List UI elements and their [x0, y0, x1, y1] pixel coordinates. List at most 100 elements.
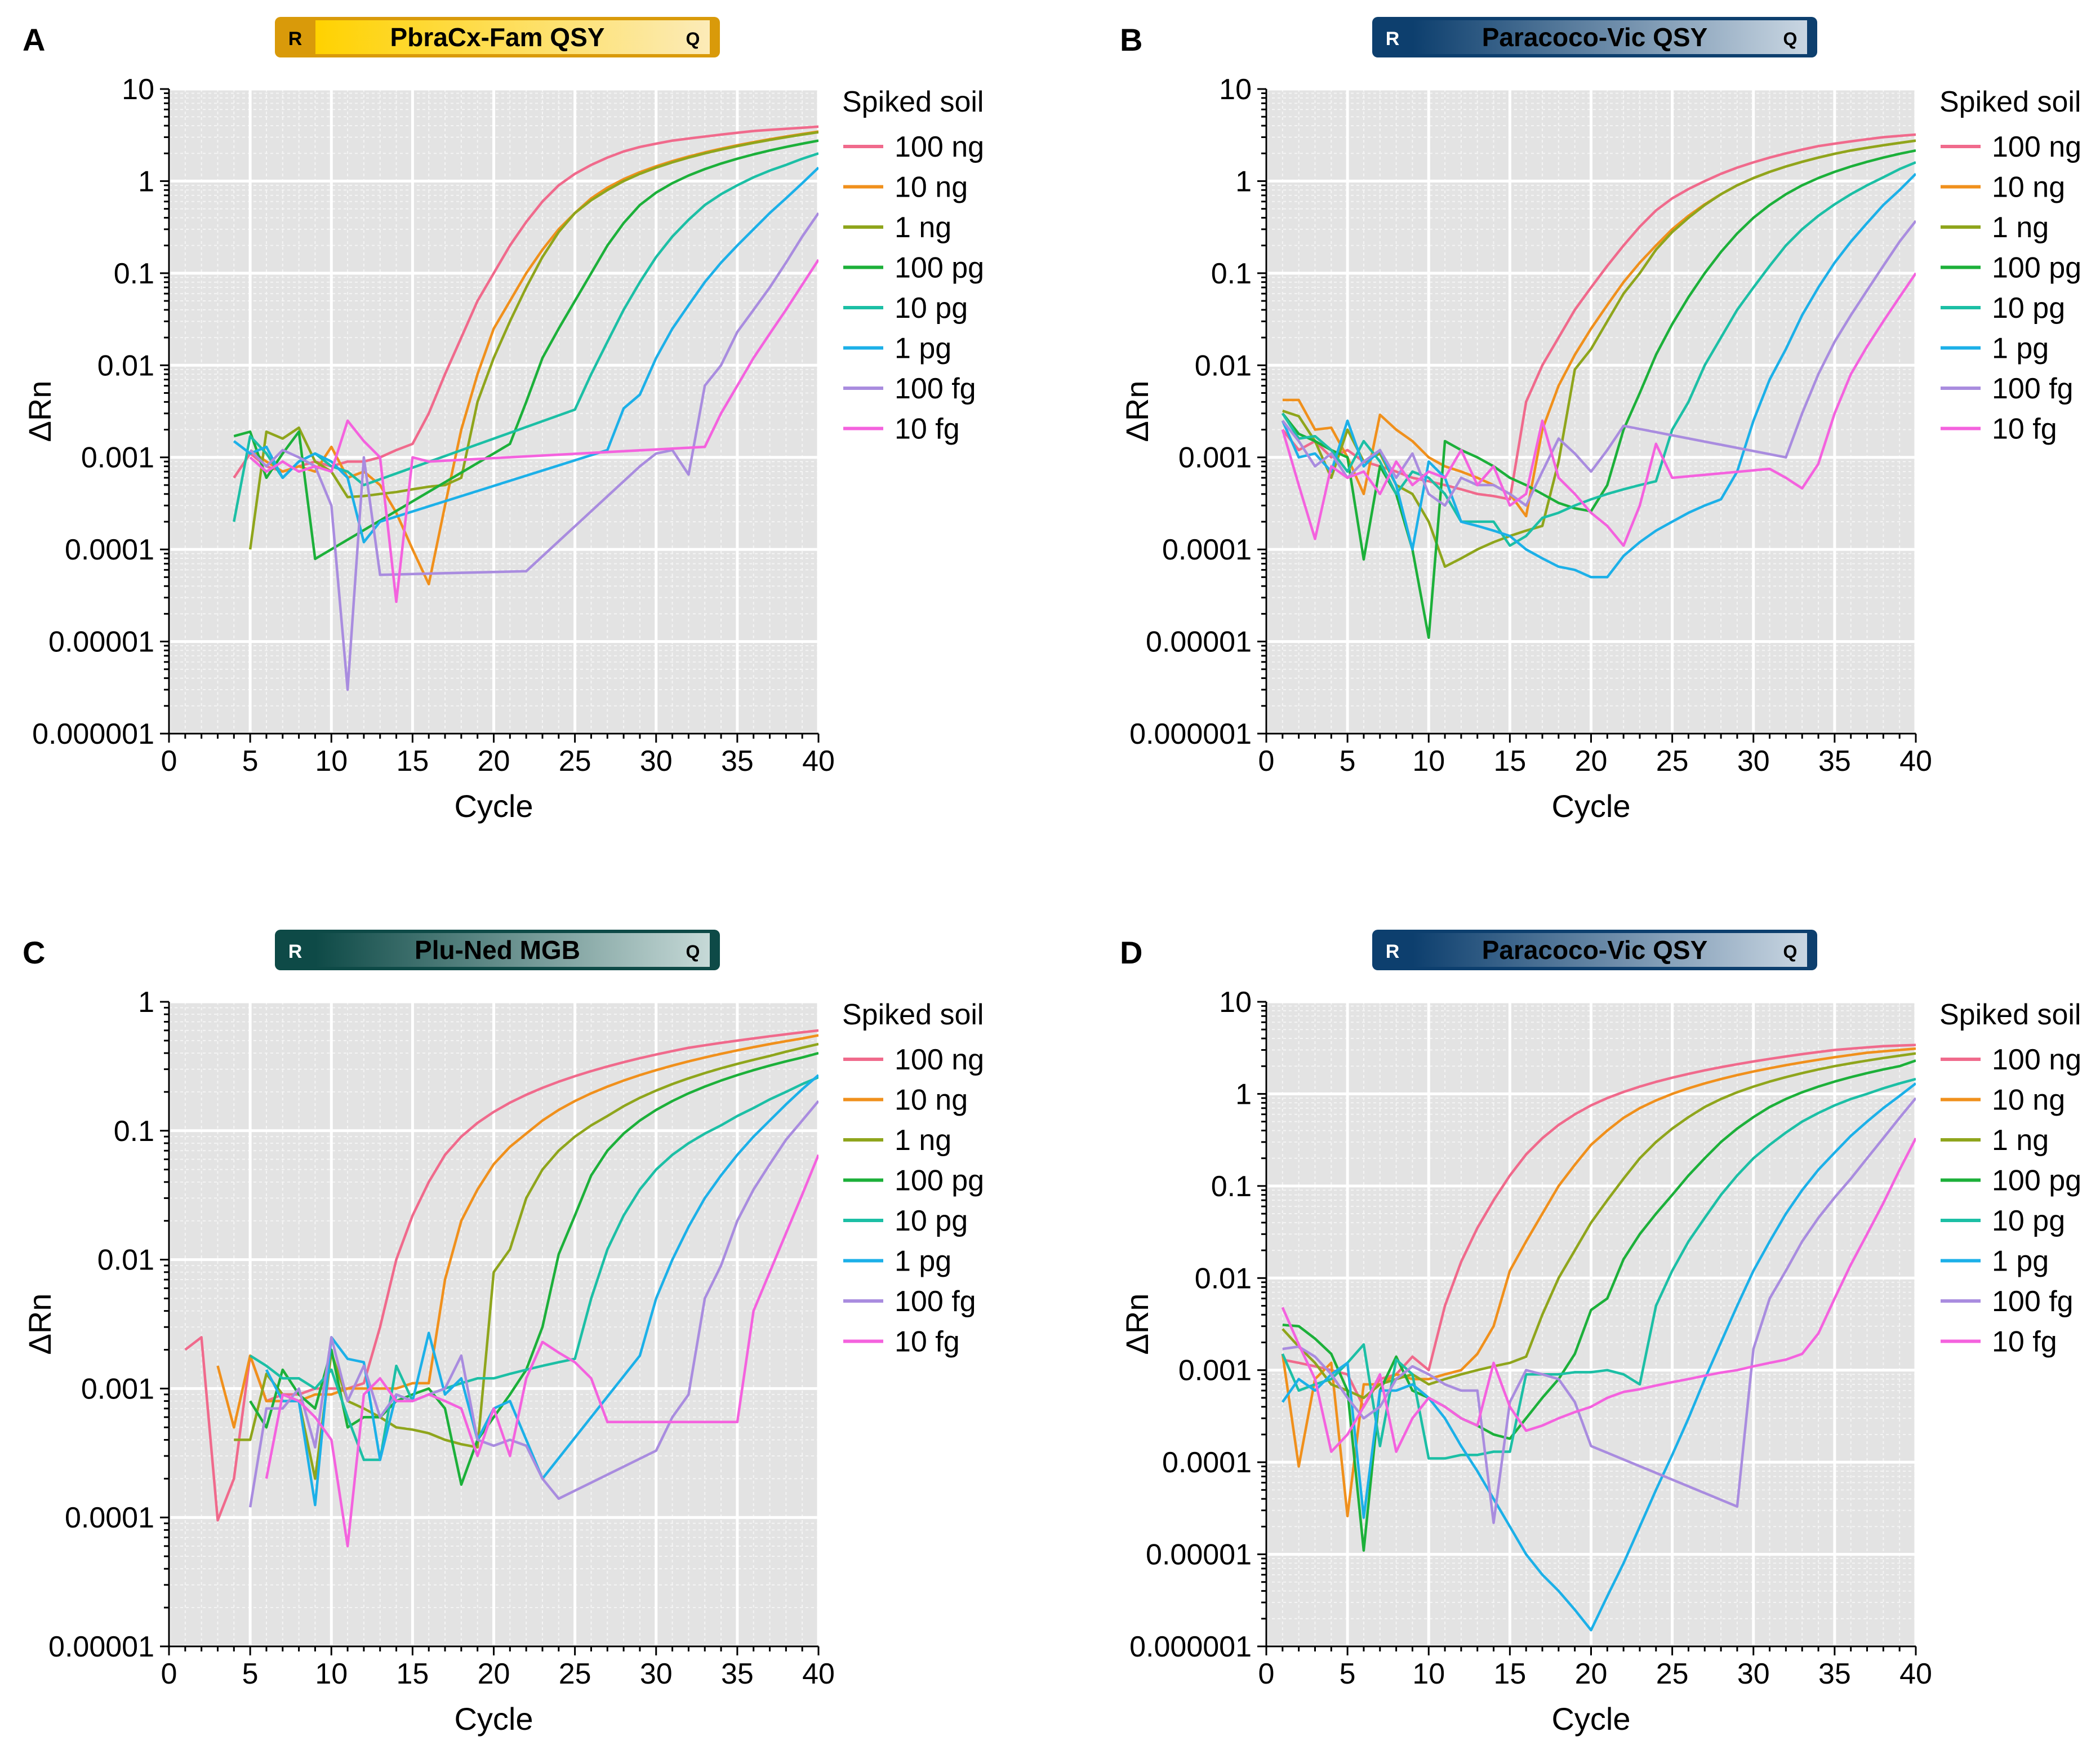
- x-tick-label: 5: [1340, 745, 1356, 778]
- panel-letter: A: [23, 22, 45, 57]
- x-tick-label: 30: [1737, 1658, 1770, 1690]
- legend-label: 10 ng: [895, 1084, 968, 1117]
- legend-label: 1 ng: [895, 211, 951, 244]
- x-tick-label: 25: [559, 745, 591, 778]
- series-line-10-fg: [1281, 272, 1916, 547]
- x-tick-label: 35: [721, 1658, 754, 1690]
- series-line-10-fg: [265, 1154, 818, 1548]
- y-tick-label: 10: [1219, 986, 1252, 1019]
- legend-title: Spiked soil: [1939, 86, 2081, 118]
- x-tick-label: 0: [1258, 745, 1275, 778]
- x-tick-label: 40: [1899, 745, 1932, 778]
- x-tick-label: 20: [1575, 745, 1608, 778]
- legend-label: 100 pg: [1992, 1165, 2081, 1197]
- x-axis-label: Cycle: [1551, 788, 1630, 824]
- y-tick-label: 1: [1235, 1078, 1252, 1111]
- x-tick-label: 15: [396, 745, 429, 778]
- legend-label: 1 ng: [895, 1124, 951, 1157]
- y-tick-label: 0.00001: [1146, 626, 1252, 659]
- series-group: [184, 1029, 818, 1548]
- x-axis-label: Cycle: [1551, 1701, 1630, 1737]
- probe-name: Paracoco-Vic QSY: [1482, 935, 1708, 965]
- probe-quencher: Q: [686, 942, 700, 962]
- x-tick-label: 5: [1340, 1658, 1356, 1690]
- probe-badge-body: [315, 933, 710, 967]
- series-line-10-pg: [1281, 1077, 1916, 1460]
- probe-quencher: Q: [686, 29, 700, 49]
- legend-label: 100 fg: [895, 1285, 976, 1318]
- x-tick-label: 10: [1412, 1658, 1445, 1690]
- x-tick-label: 35: [1818, 745, 1851, 778]
- x-tick-label: 10: [315, 745, 348, 778]
- legend-label: 10 pg: [895, 1205, 968, 1237]
- x-tick-label: 10: [315, 1658, 348, 1690]
- legend-label: 10 ng: [895, 171, 968, 204]
- series-line-100-fg: [1282, 1097, 1916, 1524]
- panel-c: C R Plu-Ned MGB Q 0 5 10 15 20 25 30 35 40 0.00001 0.0…: [22, 930, 984, 1737]
- legend-label: 1 pg: [895, 332, 951, 365]
- legend-label: 100 ng: [895, 131, 984, 163]
- series-group: [1281, 133, 1916, 640]
- series-line-100-ng: [1282, 1043, 1916, 1408]
- probe-quencher: Q: [1783, 942, 1798, 962]
- series-line-1-ng: [248, 131, 818, 550]
- legend-label: 100 fg: [1992, 1285, 2074, 1318]
- x-tick-label: 0: [161, 745, 177, 778]
- x-tick-label: 40: [802, 745, 835, 778]
- x-tick-label: 15: [1493, 745, 1526, 778]
- legend-label: 10 fg: [1992, 1326, 2057, 1358]
- probe-name: Paracoco-Vic QSY: [1482, 23, 1708, 52]
- x-axis-label: Cycle: [454, 788, 533, 824]
- probe-badge-body: [315, 20, 710, 54]
- probe-badge-body: [1413, 933, 1807, 967]
- x-tick-label: 25: [1656, 745, 1689, 778]
- legend-label: 100 ng: [895, 1043, 984, 1076]
- x-tick-label: 40: [802, 1658, 835, 1690]
- y-tick-label: 0.000001: [1129, 1631, 1252, 1663]
- legend-title: Spiked soil: [842, 998, 984, 1031]
- series-line-100-pg: [233, 139, 818, 561]
- series-line-10-pg: [249, 1076, 818, 1462]
- panel-d: D R Paracoco-Vic QSY Q 0 5 10 15 20 25 30 35 40 0.000…: [1119, 930, 2081, 1737]
- y-tick-label: 0.00001: [48, 1631, 154, 1663]
- x-tick-label: 10: [1412, 745, 1445, 778]
- panel-letter: B: [1120, 22, 1142, 57]
- x-tick-label: 0: [161, 1658, 177, 1690]
- series-line-100-fg: [248, 1100, 818, 1508]
- legend-title: Spiked soil: [842, 86, 984, 118]
- legend-label: 100 fg: [895, 372, 976, 405]
- series-line-100-ng: [184, 1029, 818, 1522]
- series-group: [1281, 1043, 1916, 1632]
- y-tick-label: 0.01: [1195, 349, 1252, 382]
- legend-label: 100 pg: [895, 1165, 984, 1197]
- x-tick-label: 35: [1818, 1658, 1851, 1690]
- series-line-100-fg: [249, 212, 818, 691]
- x-tick-label: 20: [478, 1658, 510, 1690]
- series-line-1-pg: [1281, 172, 1916, 579]
- y-tick-label: 1: [138, 986, 154, 1019]
- legend-label: 10 fg: [895, 413, 960, 446]
- probe-reporter: R: [288, 941, 302, 962]
- series-line-1-pg: [233, 166, 818, 544]
- legend-label: 1 pg: [1992, 1245, 2049, 1278]
- y-tick-label: 1: [138, 165, 154, 198]
- y-tick-label: 0.1: [114, 257, 154, 290]
- legend-label: 100 ng: [1992, 1043, 2081, 1076]
- series-line-100-pg: [1282, 1059, 1916, 1552]
- y-tick-label: 0.0001: [1162, 1446, 1252, 1479]
- y-tick-label: 0.01: [1195, 1262, 1252, 1295]
- panel-b: B R Paracoco-Vic QSY Q 0 5 10 15 20 25 30 35 40 0.000…: [1119, 17, 2081, 824]
- legend-label: 10 ng: [1992, 171, 2065, 204]
- x-tick-label: 0: [1258, 1658, 1275, 1690]
- y-tick-label: 0.00001: [48, 626, 154, 659]
- x-tick-label: 25: [559, 1658, 591, 1690]
- y-tick-label: 10: [1219, 73, 1252, 106]
- x-tick-label: 15: [1493, 1658, 1526, 1690]
- legend-label: 10 ng: [1992, 1084, 2065, 1117]
- series-group: [233, 125, 818, 691]
- y-tick-label: 0.01: [97, 349, 154, 382]
- panel-a: A R PbraCx-Fam QSY Q 0 5 10 15 20 25 30 35 40 0.00000…: [22, 17, 984, 824]
- probe-reporter: R: [1386, 28, 1400, 50]
- legend-label: 1 ng: [1992, 211, 2049, 244]
- y-axis-label: ΔRn: [22, 381, 57, 442]
